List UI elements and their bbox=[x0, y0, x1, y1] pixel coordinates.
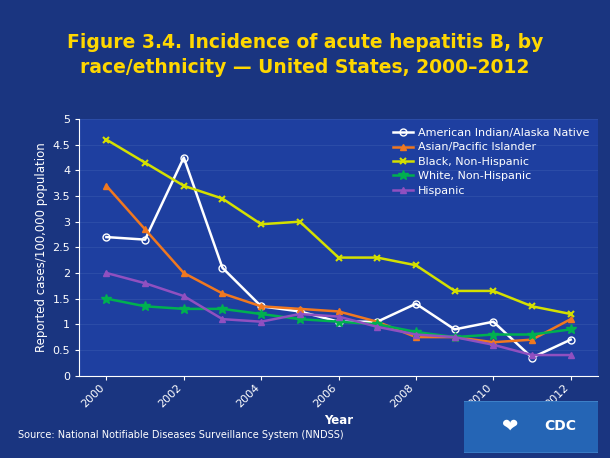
Text: CDC: CDC bbox=[544, 419, 576, 433]
Text: Figure 3.4. Incidence of acute hepatitis B, by
race/ethnicity — United States, 2: Figure 3.4. Incidence of acute hepatitis… bbox=[67, 33, 543, 77]
Y-axis label: Reported cases/100,000 population: Reported cases/100,000 population bbox=[35, 142, 48, 352]
X-axis label: Year: Year bbox=[324, 414, 353, 427]
Text: ❤: ❤ bbox=[503, 416, 518, 436]
Text: Source: National Notifiable Diseases Surveillance System (NNDSS): Source: National Notifiable Diseases Sur… bbox=[18, 430, 344, 440]
FancyBboxPatch shape bbox=[459, 401, 602, 453]
Legend: American Indian/Alaska Native, Asian/Pacific Islander, Black, Non-Hispanic, Whit: American Indian/Alaska Native, Asian/Pac… bbox=[390, 125, 592, 199]
